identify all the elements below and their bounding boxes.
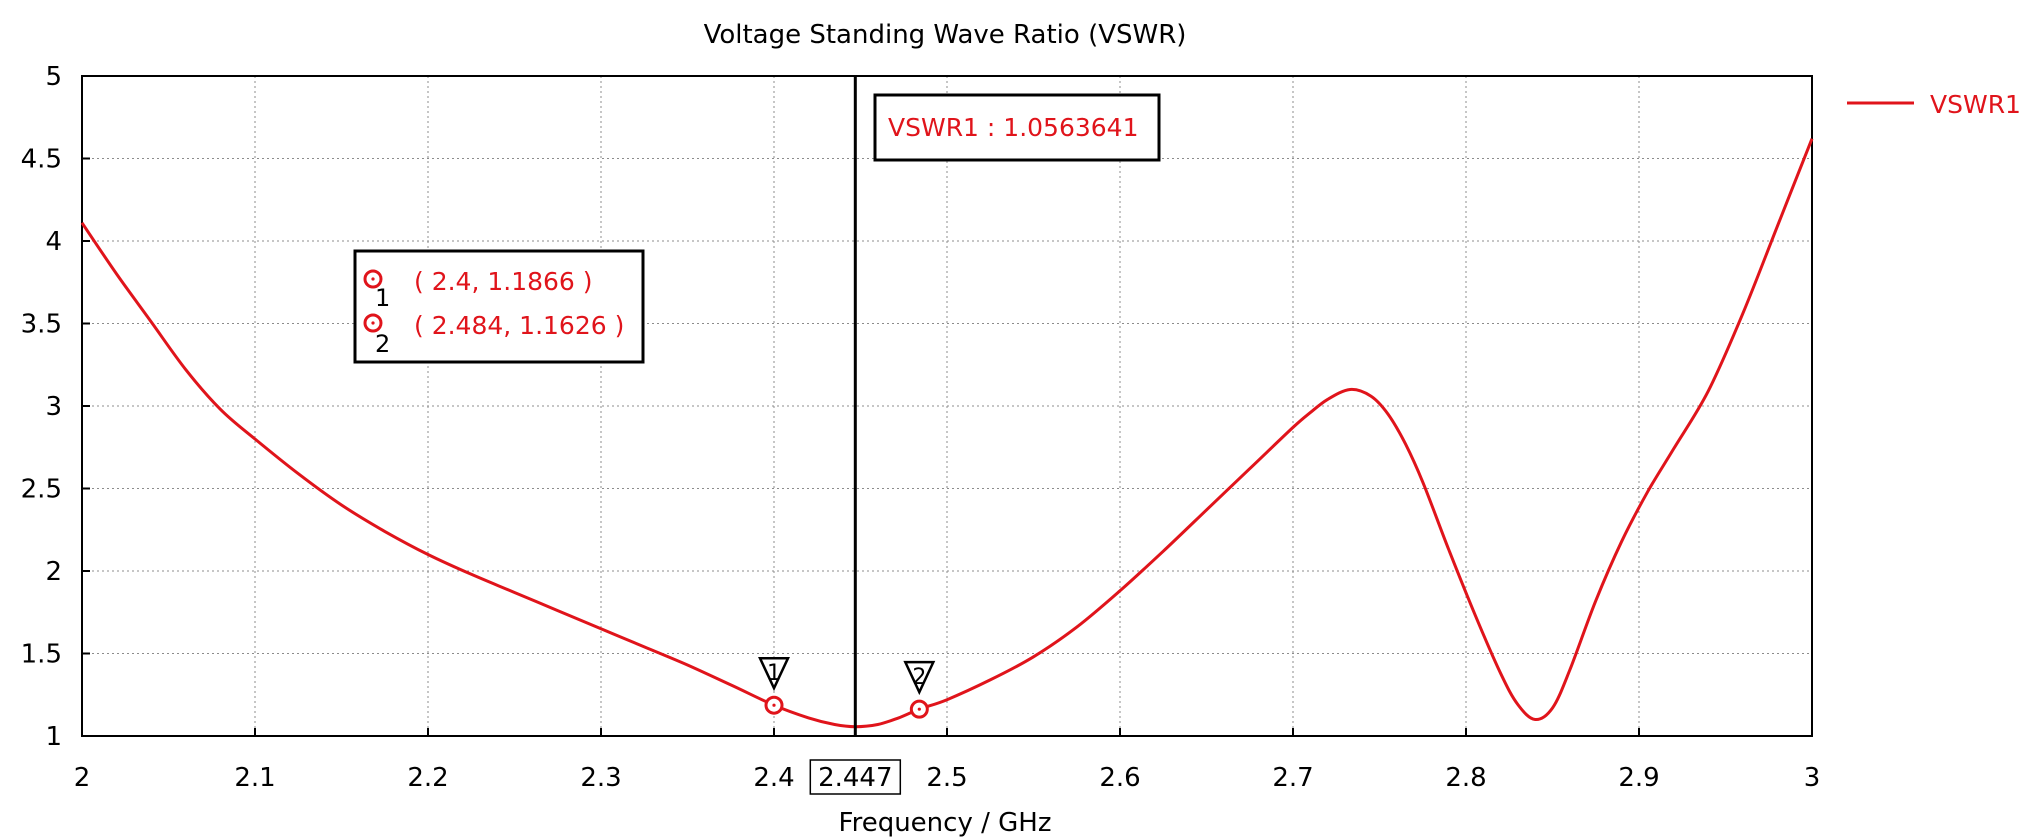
marker-readout-box: 1 ( 2.4, 1.1866 ) 2 ( 2.484, 1.1626 )	[353, 249, 645, 364]
x-tick-label: 2.2	[407, 763, 448, 793]
marker-readout-1-id: 1	[375, 284, 390, 312]
y-tick-label: 2.5	[21, 475, 62, 505]
marker-readout-1-text: ( 2.4, 1.1866 )	[414, 267, 593, 296]
y-tick-label: 4.5	[21, 145, 62, 175]
x-tick-label: 2.7	[1272, 763, 1313, 793]
y-tick-label: 5	[45, 62, 62, 92]
cursor-x-label: 2.447	[818, 763, 892, 793]
x-tick-label: 2.6	[1099, 763, 1140, 793]
marker-point-center	[917, 707, 921, 711]
y-tick-label: 1.5	[21, 640, 62, 670]
series	[80, 138, 1814, 729]
grid	[82, 76, 1812, 736]
y-tick-label: 1	[45, 722, 62, 752]
y-axis: 1 1.5 2 2.5 3 3.5 4 4.5 5	[21, 62, 90, 752]
x-tick-label: 2.1	[234, 763, 275, 793]
legend-label: VSWR1	[1930, 90, 2021, 119]
y-tick-label: 3	[45, 392, 62, 422]
marker-label: 1	[767, 661, 781, 686]
x-tick-label: 2.5	[926, 763, 967, 793]
x-tick-label: 3	[1804, 763, 1821, 793]
y-tick-label: 2	[45, 557, 62, 587]
cursor-readout-box: VSWR1 : 1.0563641	[873, 93, 1161, 162]
marker-1: 1	[758, 656, 790, 715]
marker-readout-2: 2 ( 2.484, 1.1626 )	[363, 311, 624, 358]
cursor-readout: VSWR1 : 1.0563641	[888, 113, 1138, 142]
x-tick-label: 2.9	[1618, 763, 1659, 793]
marker-readout-2-id: 2	[375, 330, 390, 358]
chart-title: Voltage Standing Wave Ratio (VSWR)	[704, 20, 1187, 50]
x-tick-label: 2	[74, 763, 91, 793]
y-tick-label: 4	[45, 227, 62, 257]
series-line-vswr1	[80, 138, 1814, 729]
marker-2: 2	[903, 660, 936, 719]
x-tick-label: 2.4	[753, 763, 794, 793]
cursor-x-box	[809, 759, 902, 795]
y-tick-label: 3.5	[21, 310, 62, 340]
marker-point-center	[772, 703, 776, 707]
x-tick-label: 2.3	[580, 763, 621, 793]
x-axis: 2 2.1 2.2 2.3 2.4 2.5 2.6 2.7 2.8 2.9 3	[74, 728, 1821, 793]
legend: VSWR1	[1847, 90, 2021, 119]
marker-label: 2	[912, 665, 926, 690]
marker-triangle	[758, 656, 790, 692]
x-tick-label: 2.8	[1445, 763, 1486, 793]
marker-readout-1: 1 ( 2.4, 1.1866 )	[363, 267, 593, 312]
x-axis-label: Frequency / GHz	[839, 808, 1052, 838]
marker-triangle	[903, 660, 936, 696]
marker-readout-2-text: ( 2.484, 1.1626 )	[414, 311, 624, 340]
